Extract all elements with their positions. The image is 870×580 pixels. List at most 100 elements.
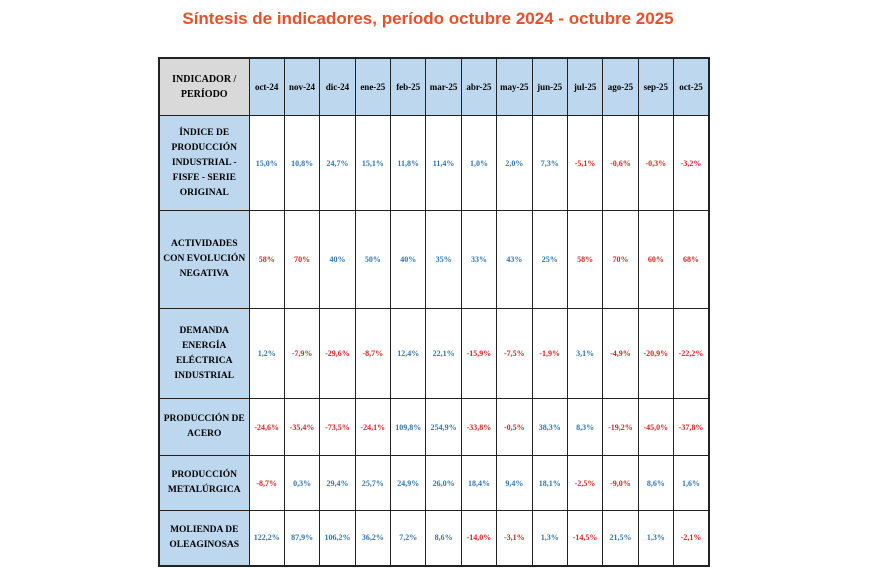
value-cell: 60%: [637, 210, 675, 309]
value-cell: 58%: [248, 210, 285, 309]
value-cell: 106,2%: [319, 510, 356, 566]
table-row: DEMANDA ENERGÍA ELÉCTRICA INDUSTRIAL 1,2%…: [158, 308, 710, 399]
value-cell: 70%: [602, 210, 639, 309]
value-cell: -0,5%: [496, 398, 533, 456]
value-cell: 26,0%: [425, 455, 462, 511]
table-row: PRODUCCIÓN DE ACERO -24,6% -35,4% -73,5% -24…: [158, 398, 710, 456]
value-cell: -35,4%: [283, 398, 321, 456]
value-cell: 24,9%: [389, 455, 427, 511]
value-cell: -0,6%: [602, 115, 639, 211]
value-cell: 22,1%: [425, 308, 462, 399]
table-row: MOLIENDA DE OLEAGINOSAS 122,2% 87,9% 106,2%…: [158, 510, 710, 566]
value-cell: -22,2%: [673, 308, 710, 399]
value-cell: 38,3%: [531, 398, 568, 456]
period-header: sep-25: [637, 57, 675, 116]
value-cell: -4,9%: [602, 308, 639, 399]
value-cell: 109,8%: [389, 398, 427, 456]
value-cell: 1,0%: [460, 115, 498, 211]
value-cell: 58%: [566, 210, 604, 309]
value-cell: 87,9%: [283, 510, 321, 566]
period-header: oct-25: [673, 57, 710, 116]
value-cell: 40%: [389, 210, 427, 309]
value-cell: 2,0%: [496, 115, 533, 211]
value-cell: 33%: [460, 210, 498, 309]
value-cell: -0,3%: [637, 115, 675, 211]
value-cell: 3,1%: [566, 308, 604, 399]
indicator-label: DEMANDA ENERGÍA ELÉCTRICA INDUSTRIAL: [158, 308, 250, 399]
value-cell: 7,3%: [531, 115, 568, 211]
value-cell: 11,4%: [425, 115, 462, 211]
value-cell: 8,3%: [566, 398, 604, 456]
value-cell: 70%: [283, 210, 321, 309]
value-cell: 29,4%: [319, 455, 356, 511]
value-cell: -15,9%: [460, 308, 498, 399]
value-cell: 21,5%: [602, 510, 639, 566]
table-row: ÍNDICE DE PRODUCCIÓN INDUSTRIAL - FISFE …: [158, 115, 710, 211]
period-header: feb-25: [389, 57, 427, 116]
value-cell: 1,2%: [248, 308, 285, 399]
value-cell: 8,6%: [637, 455, 675, 511]
indicator-label: ÍNDICE DE PRODUCCIÓN INDUSTRIAL - FISFE …: [158, 115, 250, 211]
value-cell: -24,6%: [248, 398, 285, 456]
value-cell: 15,1%: [354, 115, 392, 211]
value-cell: -8,7%: [248, 455, 285, 511]
value-cell: 11,8%: [389, 115, 427, 211]
value-cell: 24,7%: [319, 115, 356, 211]
value-cell: -29,6%: [319, 308, 356, 399]
value-cell: 12,4%: [389, 308, 427, 399]
value-cell: 40%: [319, 210, 356, 309]
period-header: nov-24: [283, 57, 321, 116]
indicator-label: ACTIVIDADES CON EVOLUCIÓN NEGATIVA: [158, 210, 250, 309]
value-cell: 10,8%: [283, 115, 321, 211]
value-cell: -2,5%: [566, 455, 604, 511]
value-cell: 8,6%: [425, 510, 462, 566]
value-cell: -14,5%: [566, 510, 604, 566]
value-cell: 18,1%: [531, 455, 568, 511]
value-cell: -24,1%: [354, 398, 392, 456]
value-cell: 50%: [354, 210, 392, 309]
period-header: dic-24: [319, 57, 356, 116]
value-cell: 36,2%: [354, 510, 392, 566]
period-header: ene-25: [354, 57, 392, 116]
value-cell: -37,8%: [673, 398, 710, 456]
header-row: INDICADOR / PERÍODO oct-24 nov-24 dic-24 en…: [158, 57, 710, 116]
value-cell: -14,0%: [460, 510, 498, 566]
value-cell: 1,3%: [531, 510, 568, 566]
value-cell: -3,2%: [673, 115, 710, 211]
value-cell: -2,1%: [673, 510, 710, 566]
table-row: PRODUCCIÓN METALÚRGICA -8,7% 0,3% 29,4% 25,7…: [158, 455, 710, 511]
value-cell: -3,1%: [496, 510, 533, 566]
value-cell: -33,8%: [460, 398, 498, 456]
value-cell: 15,0%: [248, 115, 285, 211]
value-cell: -9,0%: [602, 455, 639, 511]
page-title: Síntesis de indicadores, período octubre…: [182, 9, 674, 28]
period-header: jul-25: [566, 57, 604, 116]
value-cell: -20,9%: [637, 308, 675, 399]
period-header: oct-24: [248, 57, 285, 116]
value-cell: 7,2%: [389, 510, 427, 566]
value-cell: 1,3%: [637, 510, 675, 566]
value-cell: 122,2%: [248, 510, 285, 566]
value-cell: 68%: [673, 210, 710, 309]
indicator-label: MOLIENDA DE OLEAGINOSAS: [158, 510, 250, 566]
value-cell: 25,7%: [354, 455, 392, 511]
period-header: ago-25: [602, 57, 639, 116]
value-cell: 0,3%: [283, 455, 321, 511]
value-cell: -45,0%: [637, 398, 675, 456]
value-cell: 9,4%: [496, 455, 533, 511]
indicator-label: PRODUCCIÓN METALÚRGICA: [158, 455, 250, 511]
value-cell: -8,7%: [354, 308, 392, 399]
value-cell: 1,6%: [673, 455, 710, 511]
table-row: ACTIVIDADES CON EVOLUCIÓN NEGATIVA 58% 70%…: [158, 210, 710, 309]
value-cell: -7,5%: [496, 308, 533, 399]
value-cell: -5,1%: [566, 115, 604, 211]
value-cell: 254,9%: [425, 398, 462, 456]
indicators-table: INDICADOR / PERÍODO oct-24 nov-24 dic-24 en…: [158, 57, 710, 567]
value-cell: -1,9%: [531, 308, 568, 399]
period-header: mar-25: [425, 57, 462, 116]
period-header: may-25: [496, 57, 533, 116]
period-header: abr-25: [460, 57, 498, 116]
value-cell: 43%: [496, 210, 533, 309]
value-cell: -19,2%: [602, 398, 639, 456]
corner-header: INDICADOR / PERÍODO: [158, 57, 250, 116]
